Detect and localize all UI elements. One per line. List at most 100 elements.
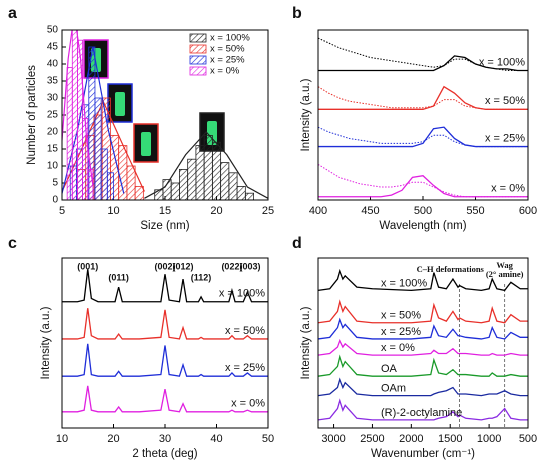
histogram-bar	[71, 30, 78, 200]
peak-label: (002)	[154, 261, 175, 271]
y-axis-label: Intensity (a.u.)	[300, 78, 312, 151]
histogram-bar	[195, 145, 205, 200]
spectrum-line	[318, 163, 528, 198]
x-tick-label: 500	[414, 205, 432, 217]
spectrum-line	[318, 377, 528, 397]
x-tick-label: 25	[262, 205, 274, 217]
histogram-bar	[220, 162, 230, 200]
histogram-bar	[211, 141, 222, 200]
spectrum-line	[318, 398, 528, 421]
series-label: x = 25%	[485, 132, 525, 144]
annotation: C–H deformations	[417, 264, 485, 274]
y-tick-label: 40	[47, 59, 59, 70]
histogram-bar	[244, 192, 254, 200]
histogram-bar	[162, 179, 172, 200]
histogram-bar	[187, 158, 197, 200]
histogram-bar	[154, 189, 164, 200]
legend-label: x = 25%	[210, 55, 245, 66]
y-tick-label: 10	[47, 161, 59, 172]
peak-label: (001)	[77, 261, 98, 271]
plot-area	[318, 37, 528, 198]
series-label: x = 100%	[219, 288, 265, 300]
x-tick-label: 500	[519, 433, 537, 445]
panel-label: b	[292, 5, 302, 22]
y-tick-label: 15	[47, 144, 59, 155]
x-tick-label: 10	[107, 205, 119, 217]
y-tick-label: 50	[47, 25, 59, 36]
spectrum-line	[62, 385, 268, 413]
spectrum-line	[318, 86, 528, 110]
inset-glow	[141, 132, 151, 156]
x-axis-label: 2 theta (deg)	[132, 448, 197, 460]
histogram-bar	[87, 168, 94, 200]
legend-label: x = 100%	[210, 33, 250, 44]
peak-label: (003)	[239, 261, 260, 271]
x-tick-label: 50	[262, 433, 274, 445]
axes-frame	[317, 29, 529, 201]
legend-label: x = 0%	[210, 66, 240, 77]
spectrum-line	[318, 299, 528, 324]
series-label: x = 25%	[381, 326, 421, 338]
series-label: (R)-2-octylamine	[381, 407, 462, 419]
series-label: x = 50%	[381, 310, 421, 322]
panel-label: d	[292, 235, 302, 252]
x-tick-label: 550	[466, 205, 484, 217]
histogram-bar	[94, 97, 102, 200]
spectrum-line	[318, 354, 528, 377]
y-tick-label: 5	[52, 178, 58, 189]
series-label: x = 50%	[485, 95, 525, 107]
series-label: x = 0%	[231, 398, 265, 410]
y-tick-label: 25	[47, 110, 59, 121]
series-label: x = 100%	[479, 56, 525, 68]
spectrum-line	[318, 37, 528, 71]
axes-frame	[61, 29, 269, 201]
x-tick-label: 2500	[360, 433, 384, 445]
legend-swatch	[189, 44, 207, 54]
spectrum-line	[318, 268, 528, 292]
x-tick-label: 1000	[477, 433, 501, 445]
x-tick-label: 30	[159, 433, 171, 445]
y-tick-label: 30	[47, 93, 59, 104]
series-label: x = 100%	[381, 277, 427, 289]
peak-label: (022)	[221, 261, 242, 271]
x-axis-label: Wavelength (nm)	[379, 220, 466, 232]
series-label: OAm	[381, 383, 406, 395]
fit-curve	[144, 131, 268, 199]
spectrum-line	[62, 308, 268, 340]
spectrum-line	[318, 317, 528, 340]
series-label: OA	[381, 363, 398, 375]
series-label: x = 0%	[381, 342, 415, 354]
axes-frame	[61, 257, 269, 429]
x-tick-label: 400	[309, 205, 327, 217]
peak-label: (011)	[108, 272, 129, 282]
spectrum-line	[318, 338, 528, 356]
spectrum-line	[318, 126, 528, 148]
plot-area	[318, 268, 528, 428]
axes-frame	[317, 257, 529, 429]
x-tick-label: 20	[210, 205, 222, 217]
histogram-bar	[170, 182, 180, 200]
x-tick-label: 600	[519, 205, 537, 217]
series-label: x = 25%	[225, 362, 265, 374]
y-axis-label: Intensity (a.u.)	[300, 306, 312, 379]
histogram-bar	[179, 168, 189, 200]
x-tick-label: 15	[159, 205, 171, 217]
x-tick-label: 5	[59, 205, 65, 217]
x-tick-label: 10	[56, 433, 68, 445]
spectrum-line	[62, 343, 268, 377]
spectrum-line	[318, 85, 528, 110]
panel-label: a	[8, 5, 17, 22]
spectrum-line	[318, 126, 528, 148]
x-tick-label: 1500	[438, 433, 462, 445]
y-axis-label: Intensity (a.u.)	[40, 306, 52, 379]
series-label: x = 50%	[225, 325, 265, 337]
histogram-bar	[100, 148, 108, 200]
y-tick-label: 20	[47, 127, 59, 138]
histogram-bar	[203, 134, 213, 200]
y-tick-label: 0	[52, 195, 58, 206]
y-tick-label: 35	[47, 76, 59, 87]
fit-curve	[62, 30, 94, 186]
inset-glow	[115, 92, 125, 116]
plot-area	[62, 30, 268, 200]
